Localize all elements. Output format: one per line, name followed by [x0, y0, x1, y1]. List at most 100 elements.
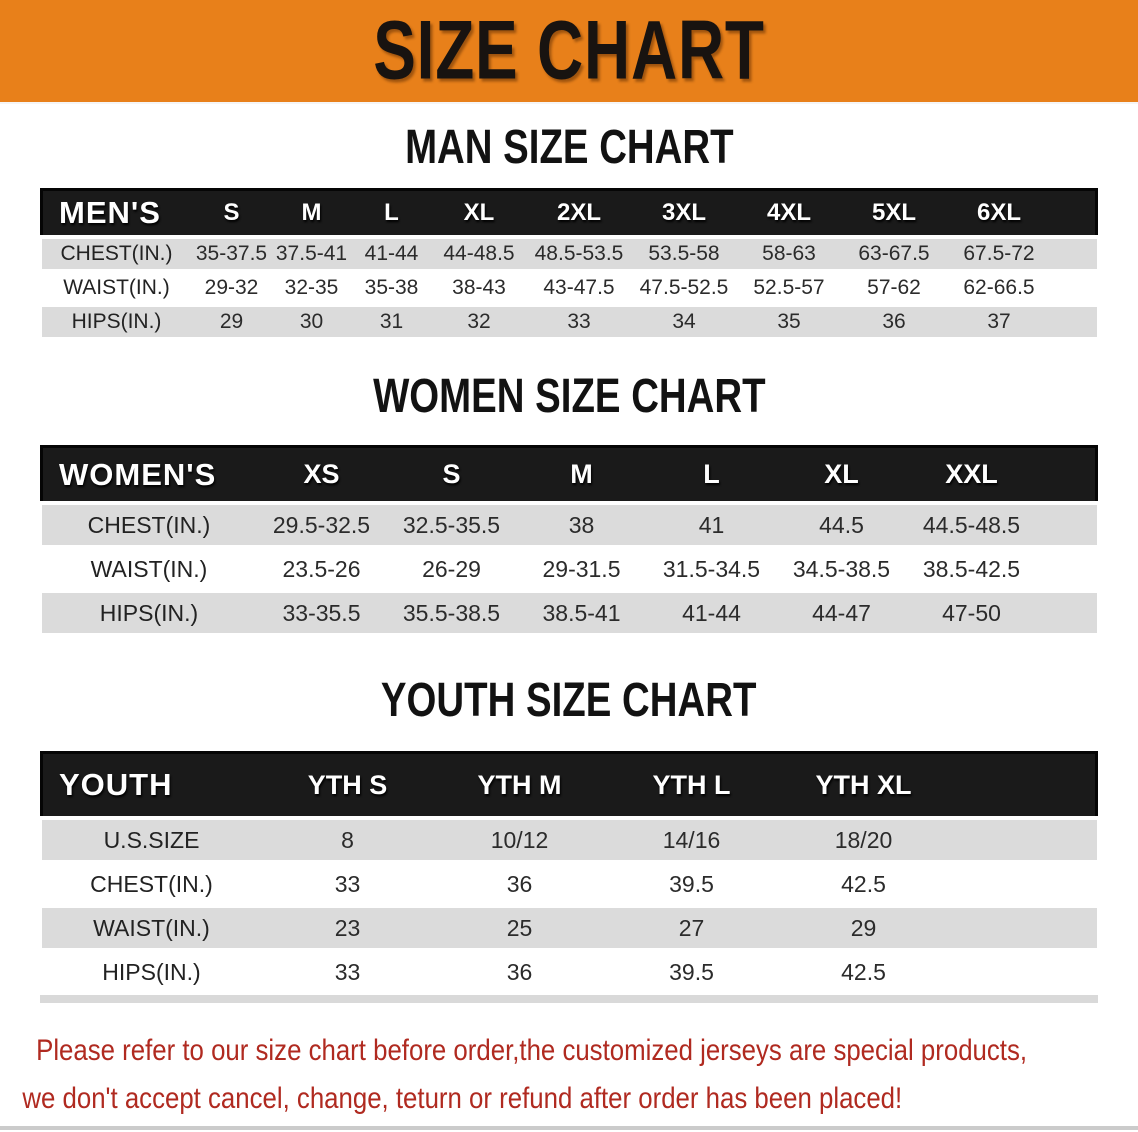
table-cell: 42.5	[777, 860, 950, 906]
size-chart-banner: SIZE CHART	[0, 0, 1138, 104]
table-row: HIPS(IN.) 29 30 31 32 33 34 35 36 37	[41, 303, 1097, 337]
row-label: WAIST(IN.)	[41, 269, 192, 305]
column-header: XL	[431, 188, 527, 239]
table-cell: 48.5-53.5	[526, 235, 632, 271]
women-header-row: WOMEN'S XS S M L XL XXL	[40, 445, 1098, 505]
spacer-cell	[949, 751, 1098, 820]
table-cell: 31	[351, 303, 432, 337]
table-cell: 33-35.5	[256, 589, 387, 633]
table-cell: 33	[261, 948, 434, 992]
men-corner-label: MEN'S	[40, 188, 192, 239]
table-cell: 32-35	[271, 269, 352, 305]
table-cell: 36	[841, 303, 947, 337]
row-label: WAIST(IN.)	[41, 545, 257, 591]
table-row: WAIST(IN.) 23.5-26 26-29 29-31.5 31.5-34…	[41, 545, 1097, 591]
table-row: CHEST(IN.) 29.5-32.5 32.5-35.5 38 41 44.…	[41, 501, 1097, 547]
table-cell: 14/16	[605, 816, 778, 862]
column-header: 5XL	[841, 188, 947, 239]
column-header: YTH S	[261, 751, 434, 820]
spacer-cell	[949, 904, 1097, 950]
spacer-cell	[949, 816, 1097, 862]
table-cell: 32	[431, 303, 527, 337]
men-header-row: MEN'S S M L XL 2XL 3XL 4XL 5XL 6XL	[40, 188, 1098, 239]
table-cell: 38.5-41	[516, 589, 647, 633]
table-cell: 8	[261, 816, 434, 862]
table-cell: 35.5-38.5	[386, 589, 517, 633]
youth-size-chart-heading-text: YOUTH SIZE CHART	[381, 674, 757, 727]
spacer-cell	[1036, 445, 1098, 505]
spacer-cell	[1036, 589, 1097, 633]
table-cell: 29-32	[191, 269, 272, 305]
table-cell: 38	[516, 501, 647, 547]
disclaimer-line-2: we don't accept cancel, change, teturn o…	[22, 1082, 903, 1115]
table-cell: 31.5-34.5	[646, 545, 777, 591]
table-cell: 29.5-32.5	[256, 501, 387, 547]
man-size-chart-heading: MAN SIZE CHART	[0, 124, 1138, 172]
youth-corner-label: YOUTH	[40, 751, 262, 820]
row-label: CHEST(IN.)	[41, 860, 262, 906]
spacer-cell	[1051, 188, 1098, 239]
spacer-cell	[949, 860, 1097, 906]
table-cell: 33	[526, 303, 632, 337]
table-row: HIPS(IN.) 33 36 39.5 42.5	[41, 948, 1097, 992]
youth-size-chart-heading: YOUTH SIZE CHART	[0, 677, 1138, 725]
table-cell: 47.5-52.5	[631, 269, 737, 305]
spacer-cell	[949, 948, 1097, 992]
column-header: YTH M	[433, 751, 606, 820]
table-cell: 52.5-57	[736, 269, 842, 305]
table-cell: 38-43	[431, 269, 527, 305]
table-footer-strip	[40, 995, 1098, 1003]
table-cell: 47-50	[906, 589, 1037, 633]
table-cell: 44.5-48.5	[906, 501, 1037, 547]
table-cell: 23.5-26	[256, 545, 387, 591]
table-cell: 35	[736, 303, 842, 337]
disclaimer-line-1: Please refer to our size chart before or…	[36, 1034, 1028, 1067]
column-header: 4XL	[736, 188, 842, 239]
row-label: WAIST(IN.)	[41, 904, 262, 950]
table-cell: 58-63	[736, 235, 842, 271]
table-cell: 67.5-72	[946, 235, 1052, 271]
table-cell: 35-38	[351, 269, 432, 305]
table-cell: 44-47	[776, 589, 907, 633]
table-cell: 44.5	[776, 501, 907, 547]
spacer-cell	[1051, 235, 1097, 271]
table-cell: 41-44	[351, 235, 432, 271]
size-chart-title: SIZE CHART	[373, 4, 765, 97]
table-cell: 42.5	[777, 948, 950, 992]
column-header: 6XL	[946, 188, 1052, 239]
women-size-table: WOMEN'S XS S M L XL XXL CHEST(IN.) 29.5-…	[40, 445, 1098, 633]
table-cell: 41-44	[646, 589, 777, 633]
man-size-chart-heading-text: MAN SIZE CHART	[404, 121, 734, 174]
table-cell: 62-66.5	[946, 269, 1052, 305]
row-label: HIPS(IN.)	[41, 589, 257, 633]
column-header: XS	[256, 445, 387, 505]
column-header: 2XL	[526, 188, 632, 239]
column-header: S	[191, 188, 272, 239]
table-cell: 38.5-42.5	[906, 545, 1037, 591]
youth-header-row: YOUTH YTH S YTH M YTH L YTH XL	[40, 751, 1098, 820]
row-label: CHEST(IN.)	[41, 235, 192, 271]
table-row: WAIST(IN.) 23 25 27 29	[41, 904, 1097, 950]
youth-size-chart-section: YOUTH SIZE CHART YOUTH YTH S YTH M YTH L…	[0, 677, 1138, 1003]
row-label: U.S.SIZE	[41, 816, 262, 862]
column-header: YTH XL	[777, 751, 950, 820]
table-cell: 44-48.5	[431, 235, 527, 271]
table-cell: 41	[646, 501, 777, 547]
men-size-table: MEN'S S M L XL 2XL 3XL 4XL 5XL 6XL CHEST…	[40, 188, 1098, 337]
table-cell: 23	[261, 904, 434, 950]
column-header: XXL	[906, 445, 1037, 505]
row-label: CHEST(IN.)	[41, 501, 257, 547]
table-cell: 29	[191, 303, 272, 337]
table-cell: 18/20	[777, 816, 950, 862]
youth-size-table: YOUTH YTH S YTH M YTH L YTH XL U.S.SIZE …	[40, 751, 1098, 992]
table-cell: 32.5-35.5	[386, 501, 517, 547]
disclaimer-note: Please refer to our size chart before or…	[0, 1027, 1138, 1123]
column-header: M	[516, 445, 647, 505]
table-cell: 39.5	[605, 948, 778, 992]
table-row: CHEST(IN.) 35-37.5 37.5-41 41-44 44-48.5…	[41, 235, 1097, 271]
bottom-divider	[0, 1126, 1138, 1130]
table-cell: 63-67.5	[841, 235, 947, 271]
column-header: L	[351, 188, 432, 239]
column-header: XL	[776, 445, 907, 505]
table-cell: 29-31.5	[516, 545, 647, 591]
